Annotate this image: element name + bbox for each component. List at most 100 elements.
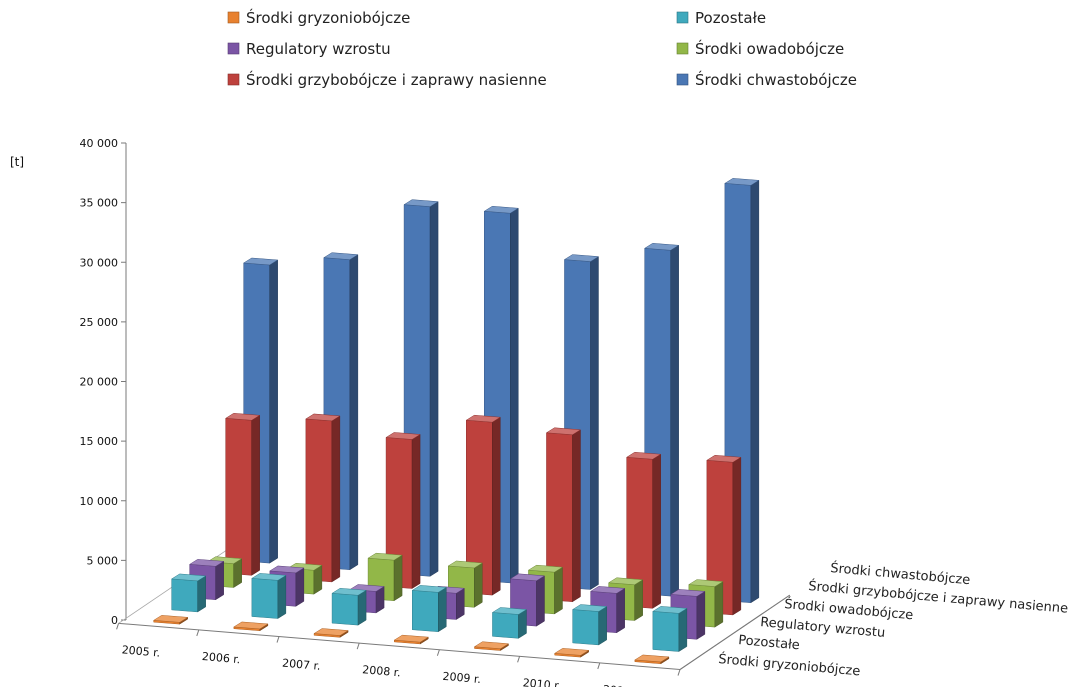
bar-side-face bbox=[652, 453, 661, 609]
bar-side-face bbox=[295, 567, 305, 607]
legend-label: Regulatory wzrostu bbox=[246, 40, 391, 58]
bar bbox=[447, 560, 484, 608]
bar-side-face bbox=[750, 179, 760, 604]
bar bbox=[385, 432, 421, 589]
bar-top-face bbox=[706, 455, 742, 463]
bar bbox=[634, 654, 670, 665]
bar-top-face bbox=[152, 615, 189, 623]
bar-top-face bbox=[652, 606, 688, 614]
legend-swatch bbox=[227, 11, 240, 24]
bar-side-face bbox=[393, 554, 403, 602]
bar-side-face bbox=[251, 414, 260, 576]
bar bbox=[571, 604, 608, 646]
bar-top-face bbox=[403, 199, 439, 207]
bar-side-face bbox=[269, 259, 278, 564]
bar bbox=[152, 615, 189, 625]
x-tick-label: 2007 r. bbox=[282, 657, 321, 673]
bar-top-face bbox=[724, 178, 760, 186]
bar-front-face bbox=[305, 418, 333, 583]
y-tick-label: 5 000 bbox=[87, 554, 119, 567]
bar-top-face bbox=[563, 254, 600, 262]
bar-top-face bbox=[385, 432, 421, 440]
x-tick-label: 2008 r. bbox=[362, 663, 401, 679]
bar bbox=[224, 413, 261, 576]
bar-front-face bbox=[251, 578, 279, 619]
bar bbox=[393, 634, 430, 645]
x-tick-mark bbox=[436, 649, 440, 656]
bar-top-face bbox=[589, 586, 626, 594]
bar-side-face bbox=[331, 415, 341, 583]
x-tick-label: 2010 r. bbox=[522, 676, 561, 687]
y-tick-label: 40 000 bbox=[80, 137, 119, 150]
axes bbox=[116, 142, 791, 676]
x-tick-label: 2005 r. bbox=[121, 643, 160, 659]
bar-top-face bbox=[233, 621, 269, 630]
bar-top-face bbox=[367, 552, 403, 561]
y-tick-label: 10 000 bbox=[80, 495, 119, 508]
y-tick-label: 20 000 bbox=[80, 376, 119, 389]
bar-side-face bbox=[696, 590, 706, 640]
bar-front-face bbox=[225, 418, 252, 576]
bar-side-face bbox=[456, 587, 465, 620]
bar-side-face bbox=[492, 416, 501, 596]
bar-top-face bbox=[491, 607, 528, 615]
x-tick-mark bbox=[597, 662, 601, 670]
bar-top-face bbox=[331, 588, 367, 596]
bar-side-face bbox=[474, 562, 483, 608]
bar-side-face bbox=[357, 589, 367, 626]
bar bbox=[233, 621, 269, 632]
x-tick-mark bbox=[276, 636, 280, 643]
y-axis-unit-label: [t] bbox=[10, 155, 24, 169]
y-tick-label: 15 000 bbox=[80, 435, 119, 448]
legend-label: Pozostałe bbox=[695, 9, 766, 27]
legend-swatch bbox=[676, 11, 689, 24]
bars bbox=[152, 178, 760, 665]
bar bbox=[545, 427, 582, 603]
bar-top-face bbox=[465, 414, 502, 423]
bar bbox=[305, 413, 341, 583]
bar-side-face bbox=[634, 579, 643, 621]
x-tick-mark bbox=[356, 642, 360, 650]
bar-top-face bbox=[688, 579, 724, 587]
bar-side-face bbox=[411, 433, 421, 589]
bar-top-face bbox=[170, 573, 207, 582]
bar-top-face bbox=[224, 413, 261, 421]
bar-top-face bbox=[188, 559, 225, 567]
bar-side-face bbox=[197, 575, 206, 613]
legend-swatch bbox=[227, 73, 240, 86]
bar-top-face bbox=[625, 451, 662, 460]
depth-tick-label: Środki gryzoniobójcze bbox=[718, 651, 861, 679]
legend-swatch bbox=[676, 73, 689, 86]
bar bbox=[331, 588, 367, 626]
bar-top-face bbox=[571, 604, 608, 612]
bar-side-face bbox=[598, 606, 607, 646]
bar bbox=[242, 257, 279, 564]
x-tick-mark bbox=[517, 656, 521, 663]
bar-top-face bbox=[251, 573, 287, 581]
bar-top-face bbox=[483, 205, 520, 214]
bar bbox=[625, 451, 662, 609]
bar-top-face bbox=[323, 252, 359, 260]
bar-top-face bbox=[242, 257, 279, 266]
x-tick-mark bbox=[677, 669, 681, 676]
legend-label: Środki grzybobójcze i zaprawy nasienne bbox=[246, 70, 547, 89]
x-tick-mark bbox=[196, 629, 200, 637]
bar-side-face bbox=[554, 566, 563, 615]
bar-top-face bbox=[411, 585, 448, 593]
bar-side-face bbox=[590, 256, 599, 590]
bar bbox=[313, 628, 349, 638]
legend-label: Środki owadobójcze bbox=[695, 39, 844, 58]
legend-label: Środki chwastobójcze bbox=[695, 70, 857, 89]
bar-top-face bbox=[393, 634, 430, 643]
bar-side-face bbox=[429, 201, 439, 577]
bar bbox=[473, 641, 510, 651]
bar-top-face bbox=[447, 560, 484, 569]
bar-front-face bbox=[331, 593, 359, 626]
bar-side-face bbox=[572, 429, 581, 603]
bar-top-face bbox=[509, 573, 546, 582]
legend-swatch bbox=[676, 42, 689, 55]
bar-front-face bbox=[492, 612, 519, 639]
legend-swatch bbox=[227, 42, 240, 55]
